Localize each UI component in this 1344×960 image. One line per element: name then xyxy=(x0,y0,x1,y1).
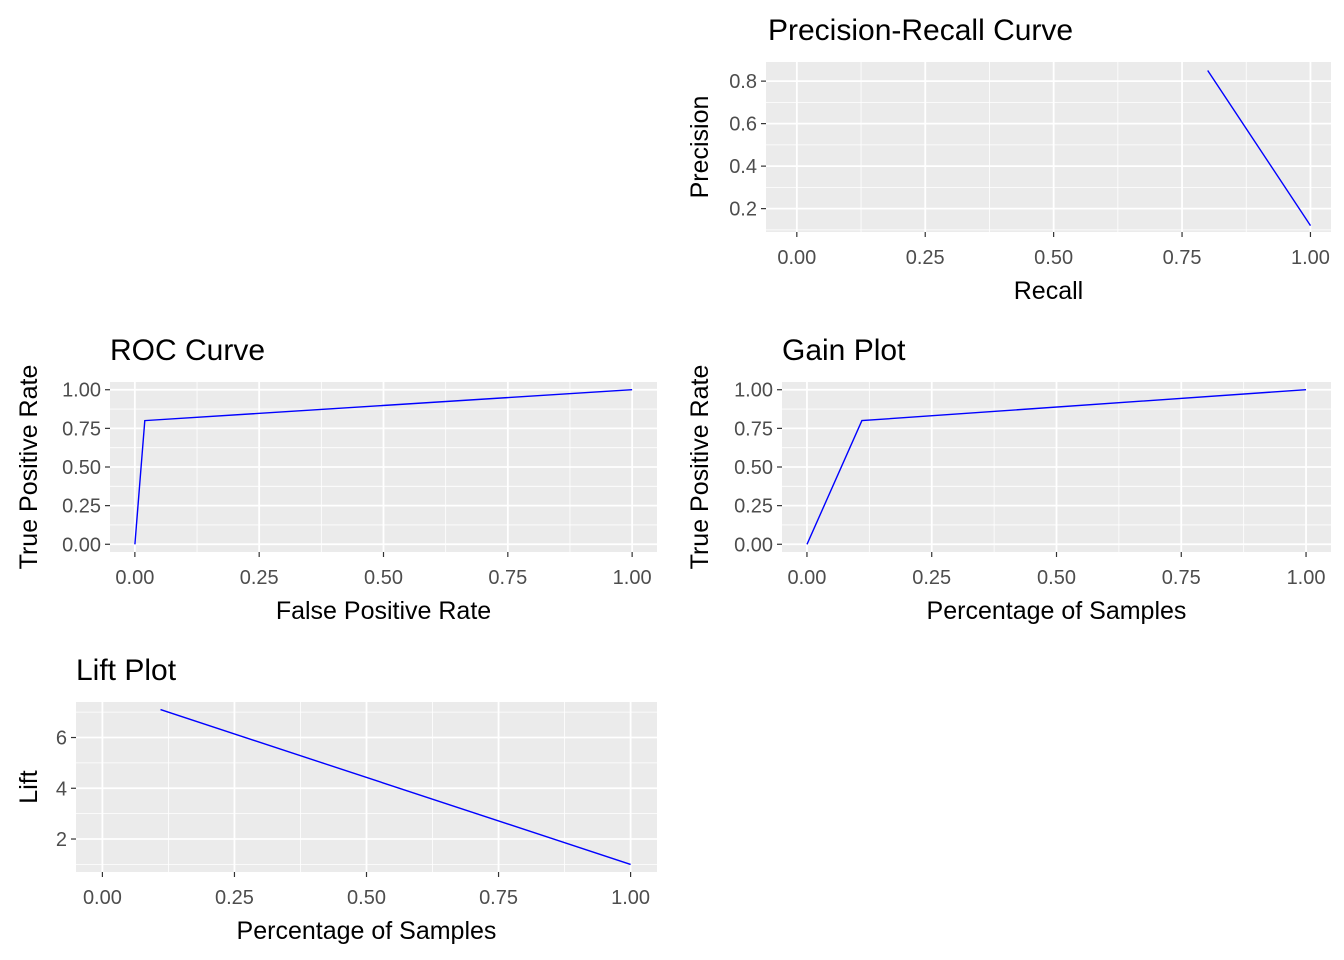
lift-x-tick-label: 0.00 xyxy=(83,887,122,909)
pr-y-tick-label: 0.6 xyxy=(729,114,757,136)
lift-panel: 0.00 0.25 0.50 0.75 1.00 2 4 6 Lift Plot Percenta… xyxy=(15,654,657,945)
lift-x-tick-label: 1.00 xyxy=(611,887,650,909)
pr-y-tick-label: 0.8 xyxy=(729,71,757,93)
lift-series-line xyxy=(160,708,631,866)
pr-panel: 0.00 0.25 0.50 0.75 1.00 0.2 0.4 0.6 0.8 Precisio… xyxy=(686,14,1331,305)
pr-x-tick-label: 0.50 xyxy=(1034,247,1073,269)
lift-y-tick-label: 2 xyxy=(56,829,67,851)
roc-y-tick-label: 1.00 xyxy=(62,380,101,402)
lift-chart-title: Lift Plot xyxy=(76,654,177,687)
roc-x-tick-label: 0.25 xyxy=(240,567,279,589)
gain-y-tick-label: 0.00 xyxy=(734,534,773,556)
gain-series-line xyxy=(806,389,1307,545)
roc-chart-title: ROC Curve xyxy=(110,334,265,367)
lift-x-tick-label: 0.50 xyxy=(347,887,386,909)
roc-panel: 0.00 0.25 0.50 0.75 1.00 0.00 0.25 0.50 0.75 1.00… xyxy=(15,334,657,625)
roc-x-tick-label: 0.50 xyxy=(364,567,403,589)
pr-x-tick-label: 1.00 xyxy=(1291,247,1330,269)
roc-series-line xyxy=(134,389,633,545)
roc-y-tick-label: 0.75 xyxy=(62,418,101,440)
gain-y-axis-title: True Positive Rate xyxy=(686,365,714,570)
pr-y-axis-title: Precision xyxy=(686,96,714,199)
roc-x-tick-label: 0.75 xyxy=(488,567,527,589)
pr-x-axis-title: Recall xyxy=(1014,277,1083,305)
gain-x-tick-label: 0.00 xyxy=(787,567,826,589)
lift-x-tick-label: 0.25 xyxy=(215,887,254,909)
gain-y-tick-label: 0.25 xyxy=(734,496,773,518)
gain-x-tick-label: 0.50 xyxy=(1037,567,1076,589)
gain-y-tick-label: 1.00 xyxy=(734,380,773,402)
roc-y-axis-title: True Positive Rate xyxy=(15,365,43,570)
lift-y-tick-label: 6 xyxy=(56,728,67,750)
roc-x-tick-label: 1.00 xyxy=(613,567,652,589)
gain-x-tick-label: 1.00 xyxy=(1287,567,1326,589)
pr-series-line xyxy=(1207,70,1312,226)
pr-plot-background xyxy=(766,62,1331,232)
roc-y-tick-label: 0.25 xyxy=(62,496,101,518)
pr-x-tick-label: 0.00 xyxy=(777,247,816,269)
gain-y-tick-label: 0.75 xyxy=(734,418,773,440)
lift-y-axis-title: Lift xyxy=(15,770,43,803)
pr-y-tick-label: 0.4 xyxy=(729,156,757,178)
gain-panel: 0.00 0.25 0.50 0.75 1.00 0.00 0.25 0.50 0.75 1.00… xyxy=(686,334,1331,625)
pr-y-tick-label: 0.2 xyxy=(729,199,757,221)
lift-x-tick-label: 0.75 xyxy=(479,887,518,909)
gain-x-tick-label: 0.25 xyxy=(912,567,951,589)
roc-y-tick-label: 0.00 xyxy=(62,534,101,556)
gain-y-tick-label: 0.50 xyxy=(734,457,773,479)
pr-x-tick-label: 0.25 xyxy=(906,247,945,269)
roc-x-tick-label: 0.00 xyxy=(115,567,154,589)
pr-chart-title: Precision-Recall Curve xyxy=(768,14,1073,47)
gain-x-axis-title: Percentage of Samples xyxy=(927,597,1187,625)
lift-x-axis-title: Percentage of Samples xyxy=(237,917,497,945)
roc-y-tick-label: 0.50 xyxy=(62,457,101,479)
pr-x-tick-label: 0.75 xyxy=(1163,247,1202,269)
gain-x-tick-label: 0.75 xyxy=(1162,567,1201,589)
lift-y-tick-label: 4 xyxy=(56,778,67,800)
gain-chart-title: Gain Plot xyxy=(782,334,906,367)
roc-x-axis-title: False Positive Rate xyxy=(276,597,491,625)
